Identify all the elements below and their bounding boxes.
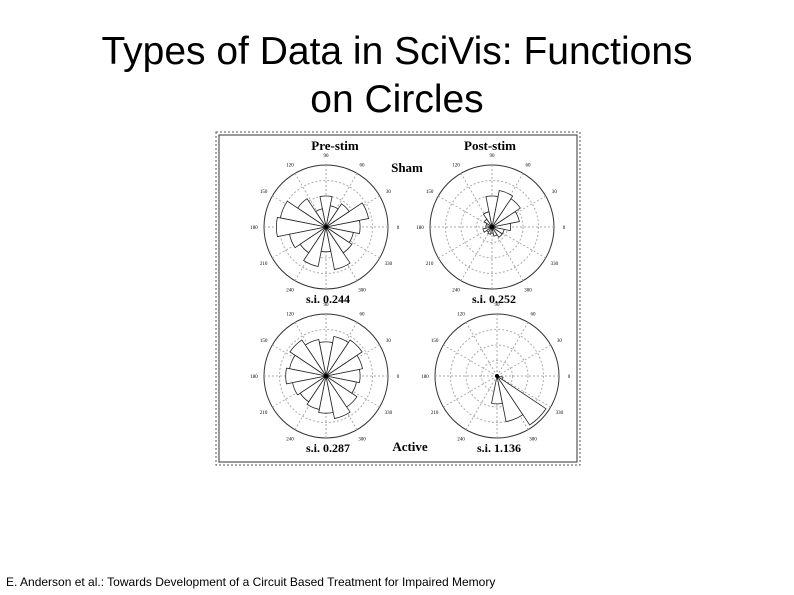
angle-label: 30: [386, 339, 392, 344]
angle-label: 0: [568, 375, 571, 380]
angle-label: 150: [426, 190, 434, 195]
angle-label: 120: [286, 164, 294, 169]
petal: [496, 375, 547, 426]
angle-label: 0: [397, 226, 400, 231]
angle-label: 120: [286, 313, 294, 318]
angle-label: 150: [260, 339, 268, 344]
angle-label: 330: [385, 411, 393, 416]
petal: [285, 367, 327, 385]
angle-label: 60: [531, 313, 537, 318]
angle-label: 120: [452, 164, 460, 169]
angle-label: 90: [324, 154, 330, 159]
petal: [325, 226, 351, 271]
title: Types of Data in SciVis: Functions: [101, 30, 693, 73]
angle-label: 150: [431, 339, 439, 344]
angle-label: 210: [431, 411, 439, 416]
petal: [325, 226, 353, 254]
angle-label: 180: [250, 226, 258, 231]
petal: [325, 226, 354, 244]
angle-label: 90: [495, 303, 501, 308]
angle-label: 180: [421, 375, 429, 380]
angle-label: 300: [524, 288, 532, 293]
angle-label: 240: [286, 437, 294, 442]
angle-label: 240: [457, 437, 465, 442]
angle-label: 0: [397, 375, 400, 380]
row-label: Active: [392, 439, 428, 454]
petal: [292, 375, 327, 396]
petal: [325, 375, 358, 408]
angle-label: 150: [260, 190, 268, 195]
petal: [483, 218, 493, 228]
angle-label: 210: [426, 262, 434, 267]
angle-label: 30: [386, 190, 392, 195]
petal: [491, 226, 505, 235]
figure-frame: [218, 134, 578, 463]
angle-label: 180: [250, 375, 258, 380]
title: on Circles: [310, 78, 484, 121]
angle-label: 240: [452, 288, 460, 293]
petal: [289, 339, 327, 377]
angle-label: 300: [529, 437, 537, 442]
petal: [325, 375, 357, 394]
petal: [319, 195, 333, 228]
angle-label: 300: [358, 288, 366, 293]
center-dot: [324, 374, 328, 378]
angle-label: 300: [358, 437, 366, 442]
angle-label: 120: [457, 313, 465, 318]
petal: [289, 226, 327, 249]
angle-label: 330: [385, 262, 393, 267]
column-label: Pre-stim: [311, 138, 359, 153]
petal: [325, 339, 363, 377]
petal: [491, 190, 514, 228]
polar-ring: [445, 180, 539, 274]
polar-ring: [279, 329, 373, 423]
row-label: Sham: [391, 160, 423, 175]
polar-ring: [450, 329, 544, 423]
si-label: s.i. 1.136: [477, 441, 521, 455]
column-label: Post-stim: [464, 138, 516, 153]
angle-label: 30: [557, 339, 563, 344]
angle-label: 30: [552, 190, 558, 195]
angle-label: 90: [490, 154, 496, 159]
si-label: s.i. 0.252: [472, 292, 516, 306]
caption: E. Anderson et al.: Towards Development …: [6, 575, 496, 589]
petal: [303, 226, 327, 267]
si-label: s.i. 0.287: [306, 441, 350, 455]
petal: [325, 375, 351, 420]
center-dot: [324, 225, 328, 229]
angle-label: 0: [563, 226, 566, 231]
angle-label: 210: [260, 411, 268, 416]
angle-label: 180: [416, 226, 424, 231]
petal: [325, 203, 350, 228]
angle-label: 240: [286, 288, 294, 293]
angle-label: 60: [526, 164, 532, 169]
angle-label: 210: [260, 262, 268, 267]
petal: [325, 336, 349, 377]
angle-label: 330: [556, 411, 564, 416]
angle-label: 60: [360, 164, 366, 169]
petal: [325, 202, 370, 228]
center-dot: [495, 374, 499, 378]
angle-label: 90: [324, 303, 330, 308]
petal: [276, 216, 327, 238]
petal: [485, 195, 499, 228]
petal: [487, 226, 493, 235]
angle-label: 330: [551, 262, 559, 267]
center-dot: [490, 225, 494, 229]
polar-ring: [465, 344, 529, 408]
si-label: s.i. 0.244: [306, 292, 350, 306]
angle-label: 60: [360, 313, 366, 318]
